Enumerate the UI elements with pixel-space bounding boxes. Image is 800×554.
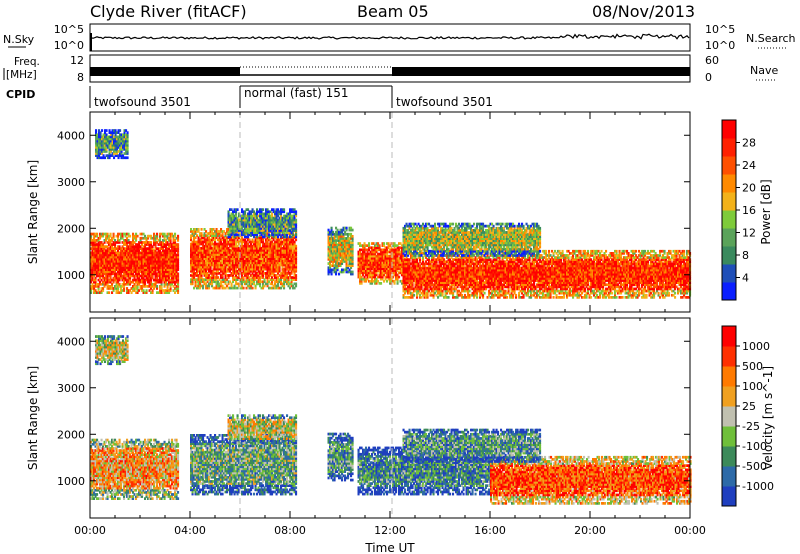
echo-cell [96, 233, 98, 236]
freq-tick-bottom: 8 [77, 71, 84, 84]
date-title: 08/Nov/2013 [592, 2, 695, 21]
echo-cell [137, 235, 139, 238]
freq-tick-top: 12 [70, 54, 84, 67]
freq-band-1 [90, 67, 240, 76]
freq-label-line2: [MHz] [6, 69, 37, 81]
cpid-segment-1: twofsound 3501 [94, 95, 191, 109]
echo-cell [110, 233, 112, 236]
cpid-row: CPID twofsound 3501 normal (fast) 151 tw… [6, 86, 493, 109]
nave-tick-top: 60 [705, 54, 719, 67]
nsearch-tick-top: 10^5 [705, 23, 735, 36]
echo-cell [156, 233, 158, 236]
freq-panel: Freq. [MHz] 12 8 60 0 Nave [4, 54, 778, 84]
nave-label: Nave [750, 64, 778, 77]
nsky-trace [91, 34, 689, 39]
echo-cell [201, 228, 203, 231]
echo-cell [146, 289, 148, 292]
echo-cell [177, 243, 179, 246]
nsky-label: N.Sky [3, 33, 35, 46]
beam-title: Beam 05 [357, 2, 429, 21]
echo-cell [113, 233, 115, 236]
nsky-tick-bottom: 10^0 [54, 39, 84, 52]
echo-cell [129, 235, 131, 238]
station-title: Clyde River (fitACF) [90, 2, 247, 21]
echo-cell [177, 273, 179, 276]
echo-cell [108, 291, 110, 294]
freq-label-line1: Freq. [14, 56, 40, 68]
nsky-panel: N.Sky 10^5 10^0 10^5 10^0 N.Search [3, 23, 796, 52]
radar-summary-figure: Clyde River (fitACF) Beam 05 08/Nov/2013… [0, 0, 800, 554]
echo-cell [198, 228, 200, 231]
nsearch-tick-bottom: 10^0 [705, 39, 735, 52]
cpid-segment-2: normal (fast) 151 [244, 86, 348, 100]
echo-cell [174, 233, 176, 236]
freq-band-3 [392, 67, 690, 76]
echo-cell [177, 235, 179, 238]
echo-cell [156, 285, 158, 288]
echo-cell [150, 241, 152, 244]
nave-tick-bottom: 0 [705, 71, 712, 84]
nsearch-label: N.Search [746, 32, 796, 45]
cpid-label: CPID [6, 88, 35, 101]
cpid-segment-3: twofsound 3501 [396, 95, 493, 109]
nsky-tick-top: 10^5 [54, 23, 84, 36]
power-echo-cells [90, 129, 691, 299]
